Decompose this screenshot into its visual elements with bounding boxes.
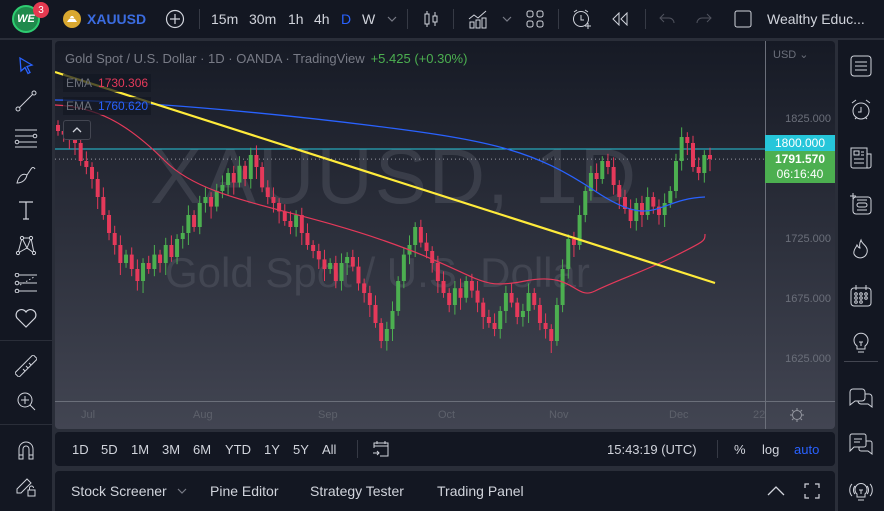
interval-w[interactable]: W [362,11,376,27]
range-3m[interactable]: 3M [162,441,181,457]
candlestick-plot[interactable] [55,41,765,401]
horizontal-lines-icon[interactable] [12,124,40,152]
range-1d[interactable]: 1D [72,441,89,457]
price-change: +5.425 (+0.30%) [370,51,468,66]
layout-name[interactable]: Wealthy Educ... [767,11,865,27]
ideas-lightbulb-icon[interactable] [847,328,875,356]
interval-d[interactable]: D [341,11,352,27]
notification-badge: 3 [33,2,49,18]
watermark-name: Gold Spot / U.S. Dollar [165,249,590,296]
drawing-toolbar [0,40,52,511]
range-6m[interactable]: 6M [193,441,212,457]
chart-legend-title: Gold Spot / U.S. Dollar · 1D · OANDA · T… [65,51,468,66]
range-5y[interactable]: 5Y [293,441,309,457]
ruler-measure-icon[interactable] [12,352,40,380]
gold-coin-icon [62,0,82,38]
bar-countdown: 06:16:40 [776,167,824,181]
interval-15m[interactable]: 15m [211,11,239,27]
tab-pine-editor[interactable]: Pine Editor [210,483,279,499]
hotlist-flame-icon[interactable] [847,236,875,264]
range-5d[interactable]: 5D [101,441,118,457]
fullscreen-square-icon[interactable] [733,0,753,38]
watchlist-icon[interactable] [847,52,875,80]
pattern-tool-icon[interactable] [12,231,40,259]
collapse-legend-button[interactable] [63,120,91,140]
log-scale-toggle[interactable]: log [762,441,780,457]
candle-style-icon[interactable] [420,0,442,38]
right-widget-bar [838,40,884,511]
hline-price-tag: 1800.000 [765,135,835,151]
chats-icon[interactable] [847,384,875,412]
cursor-arrow-icon[interactable] [12,52,40,80]
last-price-tag: 1791.570 06:16:40 [765,151,835,183]
layout-grid-icon[interactable] [525,0,545,38]
tab-strategy-tester[interactable]: Strategy Tester [310,483,404,499]
currency-selector[interactable]: USD ⌄ [773,49,809,61]
go-to-date-calendar-icon[interactable] [372,432,390,466]
range-1y[interactable]: 1Y [264,441,280,457]
interval-4h[interactable]: 4h [314,11,330,27]
price-scale[interactable]: USD ⌄ 1825.000 1725.000 1675.000 1625.00… [765,41,835,401]
favorites-heart-icon[interactable] [12,304,40,332]
time-scale[interactable]: Jul Aug Sep Oct Nov Dec 22 [55,401,835,429]
alert-clock-icon[interactable] [570,0,594,38]
trend-line-icon[interactable] [12,87,40,115]
tab-trading-panel[interactable]: Trading Panel [437,483,524,499]
help-lightbulb-icon[interactable] [847,476,875,504]
expand-panel-chevron-up-icon[interactable] [767,471,785,511]
magnet-icon[interactable] [12,436,40,464]
chart-settings-gear-icon[interactable] [789,407,805,423]
undo-icon[interactable] [657,0,677,38]
maximize-panel-icon[interactable] [804,471,820,511]
indicators-dropdown-chevron-icon[interactable] [501,0,513,38]
interval-dropdown-chevron-icon[interactable] [386,0,398,38]
add-list-icon[interactable] [847,190,875,218]
alarm-clock-icon[interactable] [847,96,875,124]
lock-drawings-icon[interactable] [12,472,40,500]
messages-icon[interactable] [847,430,875,458]
redo-icon[interactable] [694,0,714,38]
utc-clock[interactable]: 15:43:19 (UTC) [607,441,697,457]
interval-1h[interactable]: 1h [288,11,304,27]
zoom-in-icon[interactable] [12,387,40,415]
plus-circle-icon [165,9,185,29]
interval-30m[interactable]: 30m [249,11,277,27]
auto-scale-toggle[interactable]: auto [794,441,820,457]
range-ytd[interactable]: YTD [225,441,251,457]
indicators-icon[interactable] [466,0,490,38]
chart-pane[interactable]: XAUUSD, 1D Gold Spot / U.S. Dollar Gold … [55,41,835,429]
bottom-panel-tabs: Stock Screener Pine Editor Strategy Test… [55,471,835,511]
chevron-down-icon [177,488,187,494]
range-1m[interactable]: 1M [131,441,150,457]
calendar-icon[interactable] [847,282,875,310]
symbol-search[interactable]: XAUUSD [87,11,147,27]
text-tool-icon[interactable] [12,196,40,224]
brush-icon[interactable] [12,160,40,188]
chevron-up-icon [72,127,82,133]
ema-fast-legend[interactable]: EMA 1730.306 [63,74,152,92]
compare-symbol-button[interactable] [163,0,187,38]
date-range-toolbar: 1D 5D 1M 3M 6M YTD 1Y 5Y All 15:43:19 (U… [55,432,835,466]
ema-slow-legend[interactable]: EMA 1760.620 [63,97,152,115]
watermark-symbol: XAUUSD, 1D [150,132,639,220]
news-icon[interactable] [847,144,875,172]
replay-icon[interactable] [610,0,630,38]
fib-retracement-icon[interactable] [12,269,40,297]
range-all[interactable]: All [322,441,337,457]
percent-scale-toggle[interactable]: % [734,441,746,457]
top-toolbar: WE 3 XAUUSD 15m 30m 1h 4h D W Wealt [0,0,884,38]
tab-stock-screener[interactable]: Stock Screener [71,471,187,511]
